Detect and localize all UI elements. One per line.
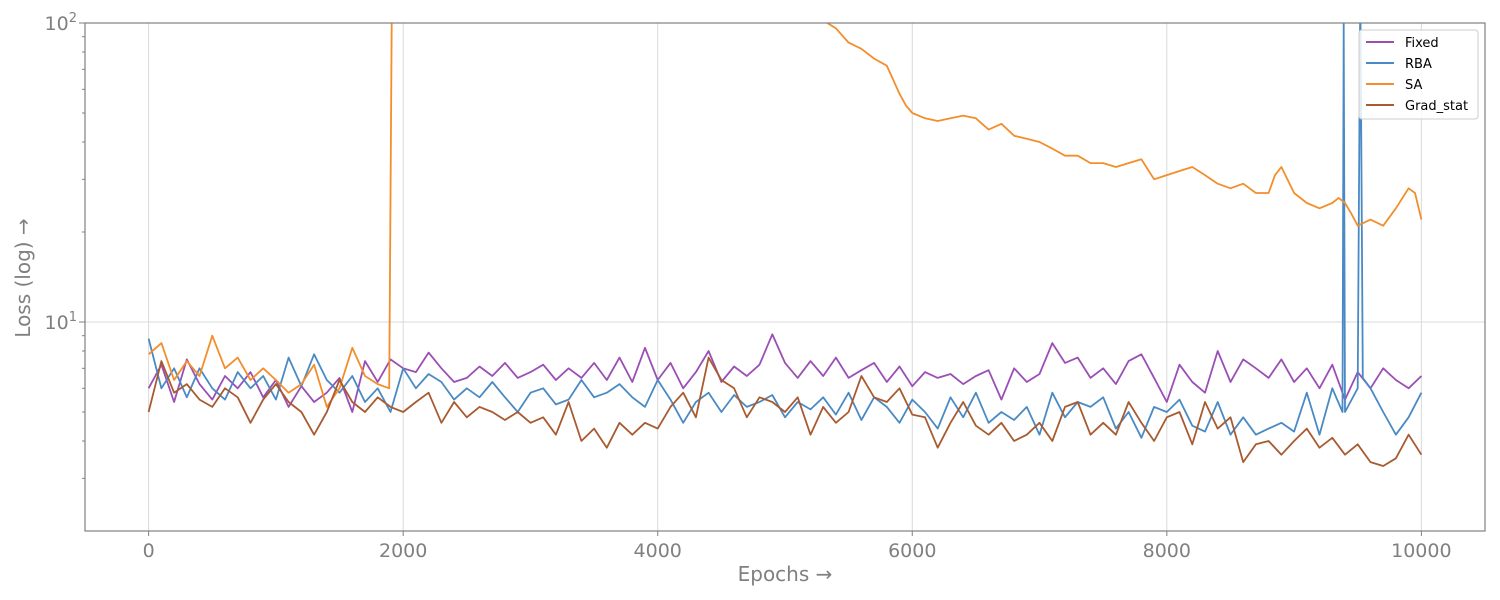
- series-line-fixed: [147, 333, 1423, 413]
- x-tick-label: 8000: [1143, 540, 1191, 562]
- y-tick-label: 102: [45, 11, 77, 35]
- series-line-grad-stat: [147, 356, 1423, 467]
- x-tick-label: 2000: [379, 540, 427, 562]
- series-line-sa: [148, 23, 1423, 408]
- tick-layer: 0 2000 4000 6000 8000 10000 101 102: [45, 11, 1452, 562]
- y-tick-label: 101: [45, 310, 77, 334]
- series-line-rba: [147, 23, 1423, 439]
- x-tick-label: 0: [143, 540, 155, 562]
- legend-label: Fixed: [1405, 36, 1439, 51]
- legend-box: [1358, 29, 1479, 120]
- legend: Fixed RBA SA Grad_stat: [1358, 29, 1479, 120]
- series-layer: [147, 23, 1423, 467]
- x-axis-label: Epochs →: [738, 562, 833, 586]
- plot-frame: [84, 22, 1486, 532]
- x-tick-label: 4000: [634, 540, 682, 562]
- x-tick-label: 6000: [888, 540, 936, 562]
- legend-label: SA: [1405, 78, 1422, 93]
- legend-label: RBA: [1405, 57, 1432, 72]
- legend-label: Grad_stat: [1405, 99, 1468, 114]
- y-axis-label: Loss (log) →: [11, 218, 35, 337]
- x-tick-label: 10000: [1391, 540, 1451, 562]
